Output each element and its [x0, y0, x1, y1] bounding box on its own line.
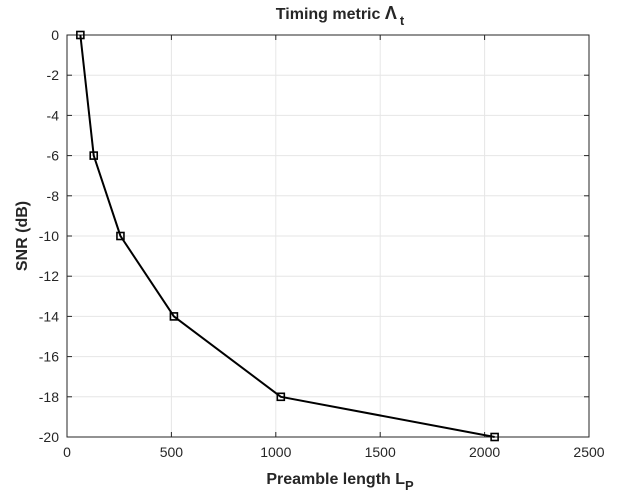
x-axis-title: Preamble length LP	[266, 471, 414, 493]
x-tick-label: 2500	[573, 444, 604, 460]
y-axis-title: SNR (dB)	[14, 201, 31, 271]
data-point-marker	[490, 432, 499, 442]
x-axis-title-subscript: P	[405, 478, 414, 493]
data-point-marker	[89, 151, 99, 160]
x-tick-label: 1000	[260, 444, 291, 460]
chart-title-subscript: t	[400, 13, 405, 28]
y-tick-label: -4	[47, 107, 60, 123]
x-tick-label: 2000	[469, 444, 500, 460]
y-tick-label: -12	[39, 268, 59, 284]
data-point-marker	[116, 231, 125, 241]
y-tick-label: -8	[47, 188, 60, 204]
axis-ticks: 0 500 1000 1500 2000 2500 0 -2 -4 -6 -8 -10 -12 -14 -1…	[39, 27, 605, 460]
y-tick-label: -2	[47, 67, 60, 83]
grid	[66, 34, 590, 438]
x-axis-title-text: Preamble length L	[266, 471, 405, 488]
series-layer	[76, 30, 499, 442]
x-tick-label: 500	[160, 444, 184, 460]
data-point-marker	[76, 30, 85, 40]
y-tick-label: -14	[39, 308, 59, 324]
chart-title-symbol: Λ	[385, 3, 397, 23]
y-tick-label: -16	[39, 349, 59, 365]
y-tick-label: -6	[47, 148, 60, 164]
data-point-marker	[169, 312, 179, 321]
data-point-marker	[276, 392, 286, 402]
x-tick-label: 1500	[365, 444, 396, 460]
y-tick-label: 0	[51, 27, 59, 43]
x-tick-label: 0	[63, 444, 71, 460]
y-tick-label: -18	[39, 389, 59, 405]
series-line	[79, 34, 495, 438]
y-tick-label: -20	[39, 429, 59, 445]
y-tick-label: -10	[39, 228, 59, 244]
chart-title-text: Timing metric	[276, 6, 385, 23]
